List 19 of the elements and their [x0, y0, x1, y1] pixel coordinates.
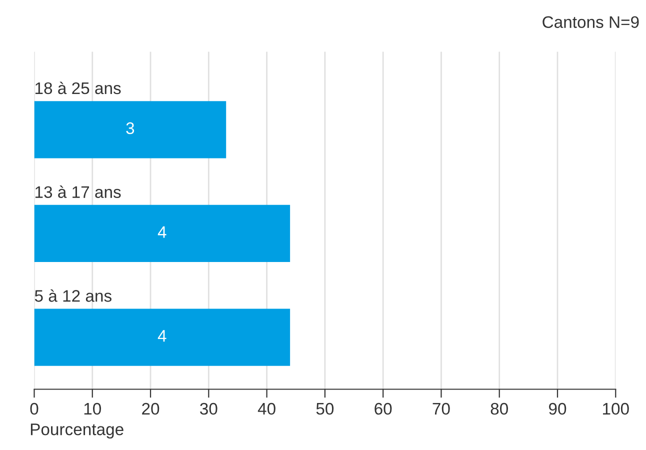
- x-tick-label: 90: [549, 402, 566, 415]
- x-tick-label: 40: [258, 402, 276, 415]
- y-tick-label: 5 à 12 ans: [34, 289, 112, 302]
- x-tick-label: 20: [142, 402, 160, 415]
- x-tick-label: 80: [490, 402, 508, 415]
- x-tick-label: 30: [200, 402, 218, 415]
- x-tick-label: 50: [316, 402, 334, 415]
- x-tick-label: 70: [432, 402, 450, 415]
- x-tick-label: 100: [603, 402, 629, 415]
- text: Cantons N=9: [542, 16, 639, 28]
- y-tick-label: 13 à 17 ans: [36, 186, 121, 198]
- y-tick-label: 18 à 25 ans: [36, 82, 121, 94]
- annotation: 3: [126, 122, 134, 134]
- x-tick-label: 60: [374, 402, 392, 415]
- x-tick-label: 10: [84, 402, 101, 415]
- x-tick-label: 0: [30, 402, 38, 415]
- x-axis-title: Pourcentage: [30, 424, 124, 439]
- annotation: 4: [158, 330, 166, 342]
- annotation: 4: [158, 226, 166, 238]
